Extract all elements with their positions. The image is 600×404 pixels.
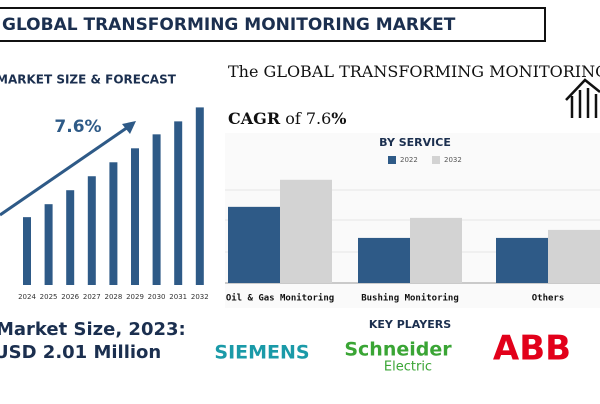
x-tick-label: Oil & Gas Monitoring xyxy=(226,293,334,304)
page-title: GLOBAL TRANSFORMING MONITORING MARKET xyxy=(2,15,456,35)
x-tick-label: Others xyxy=(532,294,565,304)
player-logo: SIEMENS xyxy=(214,342,309,364)
left-chart-title: MARKET SIZE & FORECAST xyxy=(0,73,177,87)
x-tick-label: 2031 xyxy=(169,293,187,301)
headline-line: The GLOBAL TRANSFORMING MONITORING MARKE… xyxy=(228,62,600,81)
x-tick-label: 2030 xyxy=(148,293,166,301)
bar xyxy=(66,190,75,285)
x-tick-label: 2029 xyxy=(126,293,144,301)
x-tick-label: 2025 xyxy=(40,293,58,301)
title-box xyxy=(0,7,546,42)
key-players-title: KEY PLAYERS xyxy=(369,318,451,331)
bar xyxy=(23,217,31,285)
player-logo: ABB xyxy=(493,329,571,369)
growth-arrow xyxy=(0,125,129,217)
headline-text: The GLOBAL TRANSFORMING MONITORING MARKE… xyxy=(228,62,600,81)
bar xyxy=(496,237,548,283)
bar xyxy=(131,148,139,285)
bar xyxy=(195,107,204,286)
cagr-of: of 7.6 xyxy=(285,109,331,128)
bar xyxy=(109,162,118,285)
bar xyxy=(410,217,462,283)
bar xyxy=(87,176,96,285)
bar xyxy=(228,206,280,283)
bar xyxy=(152,134,161,285)
x-tick-label: Bushing Monitoring xyxy=(361,293,459,304)
player-logo: Electric xyxy=(384,360,432,375)
market-size-label: Market Size, 2023: xyxy=(0,319,186,340)
bar xyxy=(174,121,183,286)
x-tick-label: 2027 xyxy=(83,293,101,301)
headline-cagr: CAGR of 7.6% xyxy=(228,109,347,128)
bar xyxy=(358,237,410,283)
cagr-annotation: 7.6% xyxy=(54,117,101,137)
x-tick-label: 2026 xyxy=(61,293,79,301)
cagr-word: CAGR xyxy=(228,109,281,128)
market-size-value: USD 2.01 Million xyxy=(0,342,161,363)
legend-swatch xyxy=(432,156,440,164)
player-logo: Schneider xyxy=(344,339,452,361)
bar xyxy=(44,204,53,285)
cagr-pct: % xyxy=(331,109,346,128)
x-tick-label: 2032 xyxy=(191,293,209,301)
house-icon xyxy=(565,78,600,118)
bar xyxy=(548,229,600,283)
legend-label: 2032 xyxy=(444,156,462,164)
right-chart-title: BY SERVICE xyxy=(379,136,451,149)
legend-swatch xyxy=(388,156,396,164)
legend-label: 2022 xyxy=(400,156,418,164)
x-tick-label: 2028 xyxy=(104,293,122,301)
x-tick-label: 2024 xyxy=(18,293,36,301)
bar xyxy=(280,179,332,283)
arrow-head xyxy=(122,121,136,134)
